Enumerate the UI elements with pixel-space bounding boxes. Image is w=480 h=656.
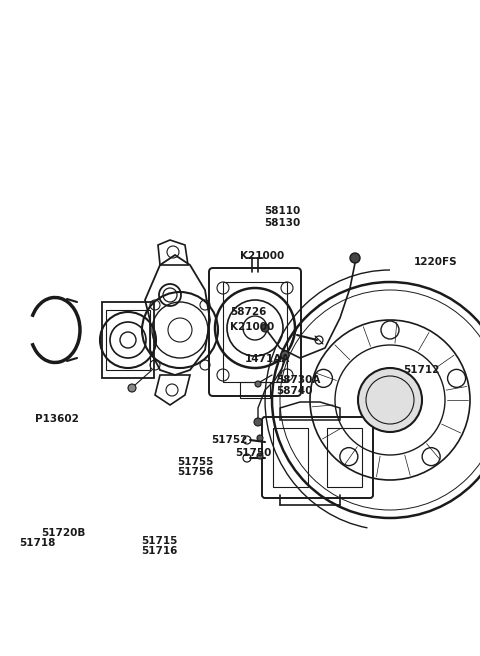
Bar xyxy=(223,282,287,382)
Text: 1220FS: 1220FS xyxy=(414,257,457,268)
Text: 51755: 51755 xyxy=(178,457,214,467)
Circle shape xyxy=(350,253,360,263)
Circle shape xyxy=(281,351,289,359)
Text: 51752: 51752 xyxy=(211,434,248,445)
Circle shape xyxy=(255,381,261,387)
Text: 1471AA: 1471AA xyxy=(245,354,290,365)
Text: 51715: 51715 xyxy=(142,535,178,546)
Text: 51750: 51750 xyxy=(235,447,272,458)
Text: 58726: 58726 xyxy=(230,307,267,318)
Text: K21000: K21000 xyxy=(240,251,284,261)
Text: 58730A: 58730A xyxy=(276,375,320,386)
Text: 51716: 51716 xyxy=(142,546,178,556)
Bar xyxy=(102,302,154,378)
Text: 58740: 58740 xyxy=(276,386,312,396)
Text: 51712: 51712 xyxy=(403,365,440,375)
Circle shape xyxy=(128,384,136,392)
Text: K21000: K21000 xyxy=(230,321,275,332)
Circle shape xyxy=(257,453,263,459)
Circle shape xyxy=(261,324,269,332)
Circle shape xyxy=(254,418,262,426)
Text: 58130: 58130 xyxy=(264,218,300,228)
Circle shape xyxy=(358,368,422,432)
Bar xyxy=(106,310,150,370)
Text: 51718: 51718 xyxy=(19,538,56,548)
Text: 51720B: 51720B xyxy=(41,527,85,538)
Text: 58110: 58110 xyxy=(264,206,300,216)
Bar xyxy=(240,382,270,398)
Circle shape xyxy=(257,435,263,441)
Text: 51756: 51756 xyxy=(178,467,214,478)
Bar xyxy=(273,428,308,487)
Text: P13602: P13602 xyxy=(35,413,78,424)
Bar xyxy=(327,428,362,487)
